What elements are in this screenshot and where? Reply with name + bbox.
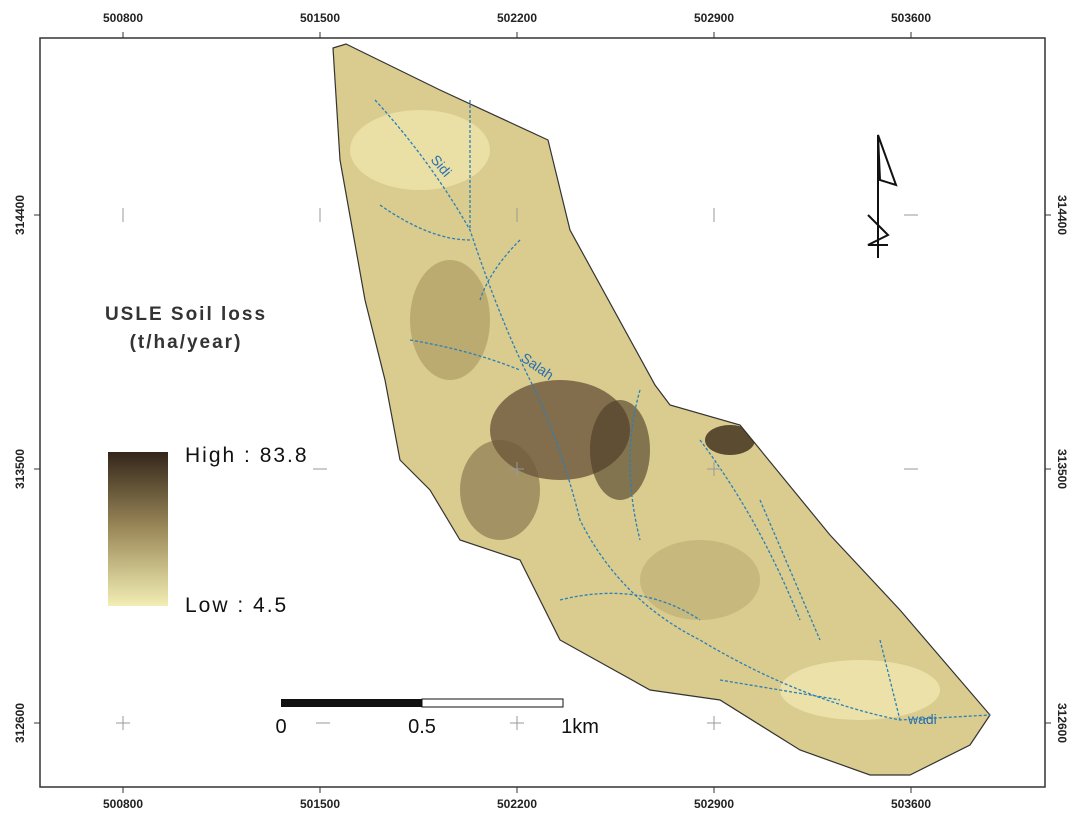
y-tick-label: 314400 [13, 195, 27, 235]
scale-bar [281, 699, 563, 707]
x-tick-label: 503600 [891, 797, 931, 811]
x-tick-label: 502900 [694, 797, 734, 811]
x-tick-label: 500800 [103, 797, 143, 811]
scale-label: 1km [561, 716, 599, 738]
legend-title: (t/ha/year) [130, 332, 243, 353]
x-tick-label: 502200 [497, 11, 537, 25]
x-tick-label: 500800 [103, 11, 143, 25]
x-tick-label: 502200 [497, 797, 537, 811]
y-tick-label: 312600 [13, 703, 27, 743]
legend-low: Low : 4.5 [185, 594, 288, 617]
x-tick-label: 502900 [694, 11, 734, 25]
x-tick-label: 503600 [891, 11, 931, 25]
y-tick-label: 313500 [1055, 449, 1069, 489]
x-tick-label: 501500 [300, 11, 340, 25]
y-tick-label: 314400 [1055, 195, 1069, 235]
map: USLE Soil loss (t/ha/year) High : 83.8 L… [0, 0, 1075, 816]
stream-label: wadi [907, 711, 937, 727]
scale-label: 0 [275, 716, 286, 738]
y-tick-label: 312600 [1055, 703, 1069, 743]
legend-ramp [108, 452, 168, 606]
legend-high: High : 83.8 [185, 444, 309, 467]
scale-label: 0.5 [408, 716, 436, 738]
x-tick-label: 501500 [300, 797, 340, 811]
legend-title: USLE Soil loss [105, 304, 267, 325]
y-tick-label: 313500 [13, 449, 27, 489]
